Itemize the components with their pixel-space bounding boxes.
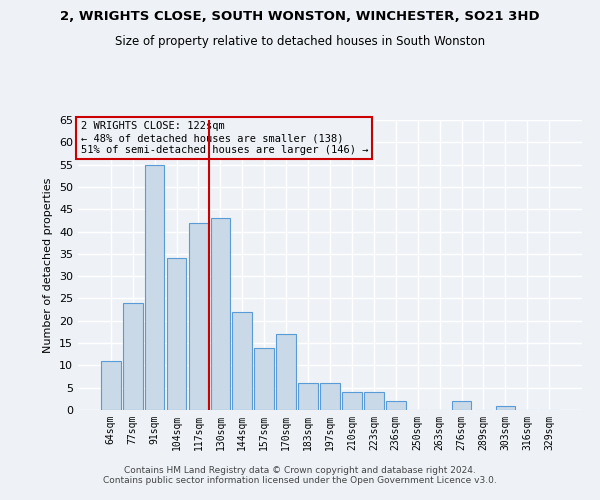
Bar [276, 334, 296, 410]
Text: Size of property relative to detached houses in South Wonston: Size of property relative to detached ho… [115, 35, 485, 48]
Bar [342, 392, 362, 410]
Bar [320, 383, 340, 410]
Text: Contains HM Land Registry data © Crown copyright and database right 2024.
Contai: Contains HM Land Registry data © Crown c… [103, 466, 497, 485]
Bar [496, 406, 515, 410]
Bar [298, 383, 318, 410]
Bar [188, 222, 208, 410]
Text: 2 WRIGHTS CLOSE: 122sqm
← 48% of detached houses are smaller (138)
51% of semi-d: 2 WRIGHTS CLOSE: 122sqm ← 48% of detache… [80, 122, 368, 154]
Bar [167, 258, 187, 410]
Bar [364, 392, 384, 410]
Y-axis label: Number of detached properties: Number of detached properties [43, 178, 53, 352]
Bar [452, 401, 472, 410]
Bar [123, 303, 143, 410]
Bar [101, 361, 121, 410]
Bar [254, 348, 274, 410]
Text: 2, WRIGHTS CLOSE, SOUTH WONSTON, WINCHESTER, SO21 3HD: 2, WRIGHTS CLOSE, SOUTH WONSTON, WINCHES… [60, 10, 540, 23]
Bar [211, 218, 230, 410]
Bar [386, 401, 406, 410]
Bar [145, 164, 164, 410]
Bar [232, 312, 252, 410]
